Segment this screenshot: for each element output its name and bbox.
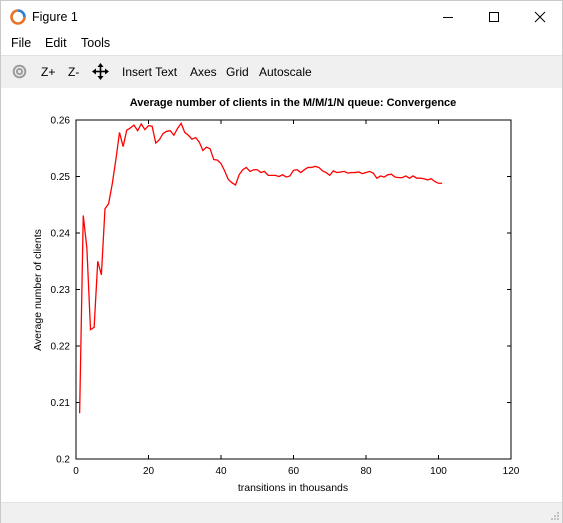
y-tick-label: 0.21 xyxy=(51,398,71,409)
insert-text-button[interactable]: Insert Text xyxy=(122,65,178,79)
y-tick-label: 0.2 xyxy=(56,455,70,466)
status-bar xyxy=(1,502,562,523)
y-tick-label: 0.22 xyxy=(51,342,71,353)
x-tick-label: 40 xyxy=(215,466,227,477)
maximize-button[interactable] xyxy=(471,1,517,33)
axes-button[interactable]: Axes xyxy=(190,65,217,79)
x-tick-label: 120 xyxy=(503,466,520,477)
maximize-icon xyxy=(489,12,499,22)
x-tick-label: 100 xyxy=(430,466,447,477)
zoom-in-button[interactable]: Z+ xyxy=(41,65,56,79)
plot-canvas[interactable]: Average number of clients in the M/M/1/N… xyxy=(1,88,562,502)
rotate-icon[interactable] xyxy=(11,63,28,80)
title-bar[interactable]: Figure 1 xyxy=(1,1,562,33)
menu-bar: File Edit Tools xyxy=(1,33,562,54)
grid-button[interactable]: Grid xyxy=(226,65,249,79)
y-tick-label: 0.23 xyxy=(51,285,71,296)
y-tick-label: 0.26 xyxy=(51,116,71,127)
window-title: Figure 1 xyxy=(32,10,78,24)
x-tick-label: 20 xyxy=(143,466,155,477)
y-axis-label: Average number of clients xyxy=(32,229,44,351)
menu-file[interactable]: File xyxy=(11,36,32,50)
figure-toolbar: Z+ Z- Insert Text Axes Grid Autoscale xyxy=(1,55,562,89)
x-tick-label: 60 xyxy=(288,466,300,477)
x-tick-label: 80 xyxy=(360,466,372,477)
minimize-icon xyxy=(443,17,453,18)
line-chart: Average number of clients in the M/M/1/N… xyxy=(32,97,520,494)
chart-title: Average number of clients in the M/M/1/N… xyxy=(130,97,457,109)
x-tick-label: 0 xyxy=(73,466,79,477)
y-tick-label: 0.25 xyxy=(51,172,71,183)
pan-arrows-icon[interactable] xyxy=(92,63,109,80)
menu-edit[interactable]: Edit xyxy=(45,36,67,50)
octave-logo-icon xyxy=(10,9,26,25)
autoscale-button[interactable]: Autoscale xyxy=(259,65,312,79)
close-button[interactable] xyxy=(517,1,563,33)
close-icon xyxy=(534,11,546,23)
x-axis-label: transitions in thousands xyxy=(238,482,348,494)
resize-grip-icon[interactable] xyxy=(550,511,560,521)
zoom-out-button[interactable]: Z- xyxy=(68,65,80,79)
menu-tools[interactable]: Tools xyxy=(81,36,111,50)
minimize-button[interactable] xyxy=(425,1,471,33)
y-tick-label: 0.24 xyxy=(51,229,71,240)
series-line xyxy=(78,122,443,414)
